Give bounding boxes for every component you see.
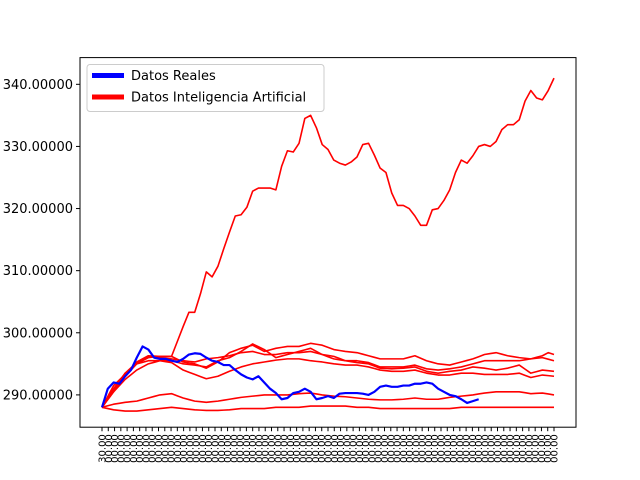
series-line-ai-7 (101, 405, 554, 412)
x-tick-label: 00.00 (405, 434, 416, 463)
x-tick-label: 00.00 (236, 434, 247, 463)
x-tick-label: 00.00 (305, 434, 316, 463)
y-tick-label: 330.00000 (3, 140, 73, 155)
y-tick-label: 320.00000 (3, 202, 73, 217)
x-tick-label: 00.00 (430, 434, 441, 463)
x-tick-label: 30.00 (98, 434, 109, 463)
x-tick-label: 00.00 (411, 434, 422, 463)
series-line-ai-1 (101, 77, 555, 408)
x-tick-label: 00.00 (167, 434, 178, 463)
x-tick-label: 00.00 (110, 434, 121, 463)
x-tick-label: 00.00 (386, 434, 397, 463)
series-line-ai-4 (101, 350, 555, 408)
series-line-ai-5 (101, 358, 555, 408)
x-tick-label: 00.00 (393, 434, 404, 463)
x-tick-label: 00.00 (141, 434, 152, 463)
x-tick-label: 00.00 (487, 434, 498, 463)
x-tick-label: 00.00 (468, 434, 479, 463)
x-tick-label: 00.00 (223, 434, 234, 463)
x-tick-label: 00.00 (499, 434, 510, 463)
y-tick-label: 310.00000 (3, 264, 73, 279)
x-tick-label: 00.00 (449, 434, 460, 463)
x-tick-label: 00.00 (248, 434, 259, 463)
legend-box (86, 64, 325, 112)
x-tick-label: 00.00 (204, 434, 215, 463)
x-tick-label: 00.00 (129, 434, 140, 463)
x-tick-label: 00.00 (229, 434, 240, 463)
x-tick-label: 00.00 (154, 434, 165, 463)
x-tick-label: 00.00 (361, 434, 372, 463)
x-tick-label: 00.00 (311, 434, 322, 463)
x-tick-label: 00.00 (543, 434, 554, 463)
x-tick-label: 00.00 (550, 434, 561, 463)
x-tick-label: 00.00 (506, 434, 517, 463)
x-tick-label: 00.00 (317, 434, 328, 463)
x-tick-label: 00.00 (185, 434, 196, 463)
x-tick-label: 00.00 (254, 434, 265, 463)
x-tick-label: 00.00 (374, 434, 385, 463)
x-tick-label: 00.00 (474, 434, 485, 463)
x-tick-label: 00.00 (462, 434, 473, 463)
y-tick-label: 300.00000 (3, 326, 73, 341)
legend: Datos Reales Datos Inteligencia Artifici… (86, 64, 325, 112)
x-tick-label: 00.00 (173, 434, 184, 463)
x-tick-label: 00.00 (292, 434, 303, 463)
x-tick-label: 00.00 (273, 434, 284, 463)
x-tick-label: 00.00 (198, 434, 209, 463)
x-tick-label: 00.00 (298, 434, 309, 463)
x-tick-label: 00.00 (437, 434, 448, 463)
x-tick-label: 00.00 (418, 434, 429, 463)
x-tick-label: 00.00 (330, 434, 341, 463)
x-tick-label: 00.00 (135, 434, 146, 463)
x-tick-label: 00.00 (217, 434, 228, 463)
series-line-real (100, 345, 480, 408)
x-tick-label: 00.00 (524, 434, 535, 463)
x-tick-label: 00.00 (192, 434, 203, 463)
x-tick-label: 00.00 (116, 434, 127, 463)
x-tick-label: 00.00 (160, 434, 171, 463)
x-tick-label: 00.00 (242, 434, 253, 463)
x-tick-label: 00.00 (280, 434, 291, 463)
x-tick-label: 00.00 (179, 434, 190, 463)
x-tick-label: 00.00 (286, 434, 297, 463)
x-tick-label: 00.00 (342, 434, 353, 463)
x-tick-label: 00.00 (443, 434, 454, 463)
x-tick-label: 00.00 (380, 434, 391, 463)
x-tick-label: 00.00 (493, 434, 504, 463)
x-tick-label: 00.00 (480, 434, 491, 463)
x-tick-label: 00.00 (531, 434, 542, 463)
x-tick-label: 00.00 (518, 434, 529, 463)
legend-label-real: Datos Reales (131, 69, 216, 84)
x-tick-label: 00.00 (211, 434, 222, 463)
x-tick-label: 00.00 (267, 434, 278, 463)
x-tick-label: 00.00 (104, 434, 115, 463)
x-tick-label: 00.00 (424, 434, 435, 463)
x-axis: 30.0000.0000.0000.0000.0000.0000.0000.00… (98, 427, 561, 463)
x-tick-label: 00.00 (324, 434, 335, 463)
x-tick-label: 00.00 (399, 434, 410, 463)
legend-label-ai: Datos Inteligencia Artificial (131, 91, 306, 106)
x-tick-label: 00.00 (336, 434, 347, 463)
y-tick-label: 340.00000 (3, 78, 73, 93)
y-tick-label: 290.00000 (3, 388, 73, 403)
series-layer (100, 77, 555, 412)
x-tick-label: 00.00 (349, 434, 360, 463)
y-axis: 290.00000 300.00000 310.00000 320.00000 330.… (3, 78, 80, 403)
x-tick-label: 00.00 (355, 434, 366, 463)
x-tick-label: 00.00 (123, 434, 134, 463)
x-tick-label: 00.00 (367, 434, 378, 463)
x-tick-label: 00.00 (537, 434, 548, 463)
x-tick-label: 00.00 (455, 434, 466, 463)
x-tick-label: 00.00 (512, 434, 523, 463)
x-tick-label: 00.00 (261, 434, 272, 463)
x-tick-label: 00.00 (148, 434, 159, 463)
